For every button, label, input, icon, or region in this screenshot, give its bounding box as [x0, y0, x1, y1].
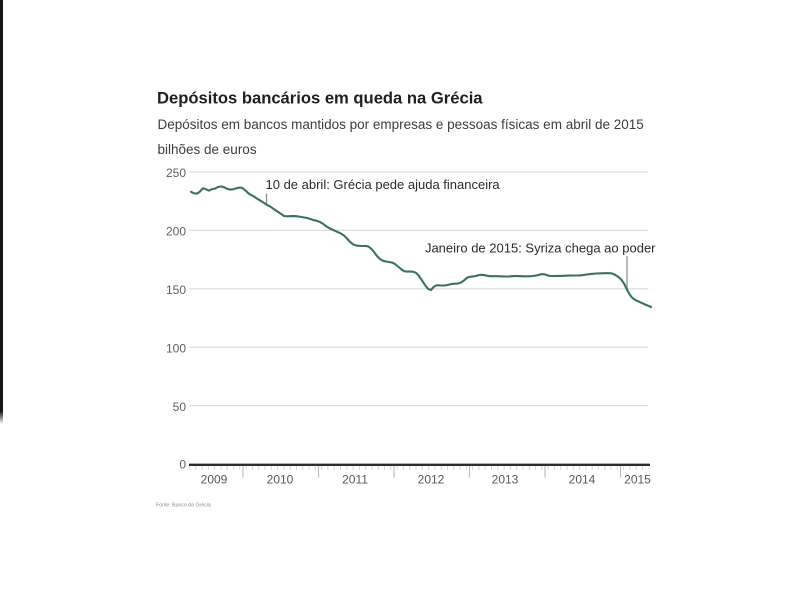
svg-text:2013: 2013	[492, 473, 519, 487]
svg-text:Janeiro de 2015: Syriza chega: Janeiro de 2015: Syriza chega ao poder	[425, 241, 656, 256]
svg-text:50: 50	[173, 400, 187, 414]
svg-text:200: 200	[166, 225, 186, 239]
svg-text:250: 250	[166, 166, 186, 180]
svg-text:2012: 2012	[418, 473, 445, 487]
svg-text:100: 100	[166, 341, 186, 355]
svg-text:2009: 2009	[201, 473, 228, 487]
svg-text:Depósitos em bancos mantidos p: Depósitos em bancos mantidos por empresa…	[158, 117, 644, 132]
svg-text:2015: 2015	[624, 473, 651, 487]
svg-text:2014: 2014	[569, 473, 596, 487]
svg-text:bilhões de euros: bilhões de euros	[158, 142, 257, 157]
svg-text:10 de abril: Grécia pede ajuda: 10 de abril: Grécia pede ajuda financeir…	[266, 177, 501, 192]
svg-text:150: 150	[166, 283, 186, 297]
svg-text:0: 0	[179, 458, 186, 472]
svg-text:2011: 2011	[342, 473, 368, 487]
svg-text:2010: 2010	[267, 473, 294, 487]
svg-text:Depósitos bancários em queda n: Depósitos bancários em queda na Grécia	[157, 89, 483, 108]
svg-text:Fonte: Banco da Grécia: Fonte: Banco da Grécia	[156, 503, 211, 509]
